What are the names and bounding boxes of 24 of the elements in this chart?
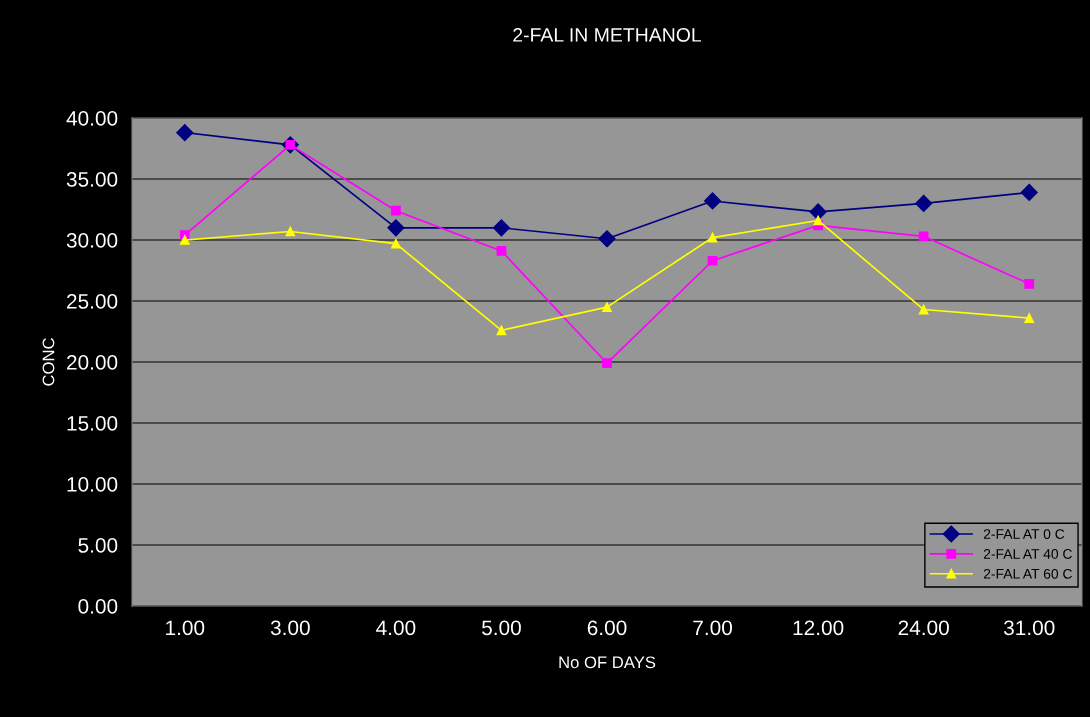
x-tick-label: 4.00 (376, 620, 416, 636)
y-tick-label: 30.00 (66, 233, 118, 248)
y-tick-label: 20.00 (67, 355, 118, 370)
x-tick-label: 24.00 (898, 620, 949, 636)
y-tick-label: 5.00 (78, 538, 118, 553)
y-tick-label: 25.00 (67, 294, 118, 309)
legend-label: 2-FAL AT 60 C (983, 568, 1072, 579)
x-axis-title: No OF DAYS (559, 656, 656, 669)
y-tick-label: 40.00 (66, 111, 118, 126)
y-tick-label: 15.00 (67, 416, 118, 431)
y-tick-label: 0.00 (78, 599, 118, 614)
y-tick-label: 10.00 (67, 477, 118, 492)
legend-label: 2-FAL AT 40 C (983, 549, 1072, 559)
x-tick-label: 3.00 (270, 620, 310, 636)
x-tick-label: 6.00 (587, 620, 627, 636)
x-tick-label: 1.00 (166, 620, 205, 636)
y-tick-label: 35.00 (66, 172, 118, 187)
legend-label: 2-FAL AT 0 C (983, 529, 1065, 539)
x-tick-label: 5.00 (482, 620, 521, 636)
chart-title: 2-FAL IN METHANOL (513, 28, 702, 42)
x-tick-label: 7.00 (693, 620, 733, 636)
y-axis-title: CONC (42, 338, 55, 386)
x-tick-label: 12.00 (793, 620, 844, 636)
x-tick-label: 31.00 (1003, 620, 1055, 636)
